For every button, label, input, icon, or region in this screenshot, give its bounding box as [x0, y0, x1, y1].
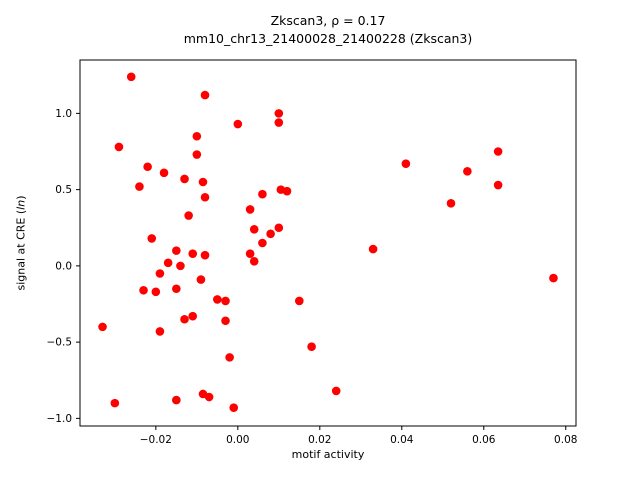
axes-frame [79, 59, 577, 427]
data-point [295, 296, 304, 306]
data-point [200, 250, 210, 260]
data-point [147, 234, 157, 243]
data-point [229, 403, 239, 413]
data-point [176, 261, 185, 271]
data-point [98, 322, 107, 332]
y-tick-label: −1.0 [47, 413, 73, 425]
x-axis-label: motif activity [291, 448, 365, 461]
x-tick-label: 0.00 [226, 434, 249, 446]
data-point [401, 159, 411, 168]
data-point [368, 244, 378, 254]
x-tick-label: 0.06 [472, 434, 496, 446]
data-point [331, 386, 341, 396]
data-point [549, 273, 558, 283]
data-point [221, 316, 230, 326]
data-point [245, 205, 255, 214]
data-point [159, 168, 169, 178]
data-point [245, 249, 255, 258]
data-point [155, 327, 165, 336]
data-point [249, 257, 259, 266]
y-tick-label: 0.5 [55, 184, 72, 196]
data-point [155, 269, 165, 278]
data-point [258, 189, 267, 199]
data-point [198, 177, 208, 187]
x-tick-label: 0.02 [308, 434, 331, 446]
data-point [274, 109, 284, 118]
data-point [204, 392, 214, 402]
data-point [282, 186, 292, 196]
data-point [258, 238, 267, 248]
data-point [249, 224, 259, 234]
data-point [213, 295, 222, 304]
data-point [493, 147, 503, 156]
data-point [151, 287, 161, 297]
data-point [114, 142, 124, 152]
data-point [266, 229, 275, 239]
data-point [172, 395, 181, 405]
data-point [225, 353, 234, 362]
data-point [446, 199, 456, 208]
data-point [200, 192, 210, 202]
y-tick-label: 0.0 [55, 260, 72, 272]
data-point [110, 398, 120, 408]
data-point [139, 285, 148, 295]
data-point [135, 182, 144, 191]
data-point [192, 131, 202, 141]
data-point [233, 119, 243, 129]
data-point [172, 284, 181, 294]
data-point [172, 246, 181, 255]
y-tick-label: −0.5 [47, 337, 73, 349]
data-point [192, 150, 202, 159]
data-point [180, 174, 189, 184]
data-point [493, 180, 503, 190]
data-point [126, 72, 136, 82]
chart-title-line1: Zkscan3, ρ = 0.17 [270, 13, 386, 28]
data-point [143, 162, 152, 172]
data-point [221, 296, 230, 306]
y-tick-label: 1.0 [55, 108, 72, 120]
data-point [200, 90, 210, 100]
x-tick-label: 0.04 [390, 434, 414, 446]
chart-title-line2: mm10_chr13_21400028_21400228 (Zkscan3) [183, 31, 473, 47]
data-point [274, 223, 284, 233]
data-point [307, 342, 316, 352]
data-point [180, 314, 189, 324]
data-point [188, 311, 198, 321]
data-point [184, 211, 193, 220]
data-point [463, 167, 472, 176]
data-point [274, 118, 284, 127]
data-point [163, 258, 173, 268]
x-tick-label: −0.02 [140, 434, 172, 446]
data-point [188, 249, 198, 258]
x-tick-label: 0.08 [554, 434, 577, 446]
data-point [196, 275, 206, 284]
chart-title: Zkscan3, ρ = 0.17 mm10_chr13_21400028_21… [80, 12, 576, 48]
